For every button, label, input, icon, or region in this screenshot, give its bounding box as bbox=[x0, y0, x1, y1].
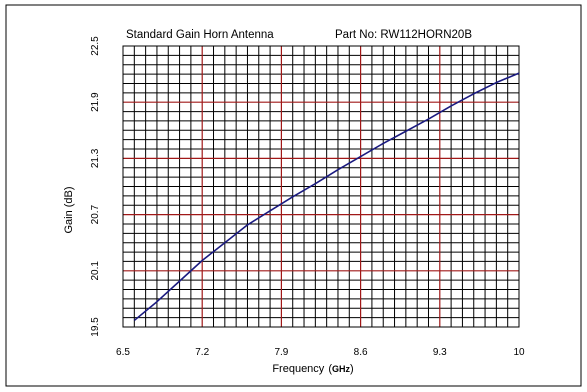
series-line bbox=[133, 72, 520, 322]
x-axis-title: Frequency (GHz) bbox=[272, 363, 353, 375]
x-axis-paren-open: ( bbox=[328, 363, 332, 375]
y-tick-label: 20.1 bbox=[90, 261, 101, 281]
y-tick-label: 20.7 bbox=[90, 204, 101, 224]
x-tick-label: 7.9 bbox=[274, 347, 288, 358]
grid-layer bbox=[123, 46, 519, 327]
y-axis-title: Gain (dB) bbox=[63, 186, 75, 233]
x-axis-unit: GHz bbox=[332, 364, 351, 374]
tick-label-layer: 6.5 7.2 7.9 8.6 9.3 10 19.5 20.1 20.7 21.3 21.9 22.… bbox=[90, 36, 525, 358]
y-tick-label: 21.9 bbox=[90, 92, 101, 112]
chart-subtitle: Part No: RW112HORN20B bbox=[335, 29, 472, 41]
y-tick-label: 19.5 bbox=[90, 317, 101, 337]
x-axis-label: Frequency bbox=[272, 363, 324, 375]
y-tick-label: 22.5 bbox=[90, 36, 101, 56]
x-tick-label: 8.6 bbox=[354, 347, 368, 358]
series-layer bbox=[133, 72, 520, 322]
chart-title: Standard Gain Horn Antenna bbox=[126, 29, 274, 41]
x-axis-paren-close: ) bbox=[350, 363, 354, 375]
x-tick-label: 6.5 bbox=[116, 347, 130, 358]
x-tick-label: 9.3 bbox=[433, 347, 447, 358]
plot-area-border bbox=[122, 45, 520, 328]
x-tick-label: 7.2 bbox=[195, 347, 209, 358]
x-tick-label: 10 bbox=[513, 347, 525, 358]
y-tick-label: 21.3 bbox=[90, 148, 101, 168]
